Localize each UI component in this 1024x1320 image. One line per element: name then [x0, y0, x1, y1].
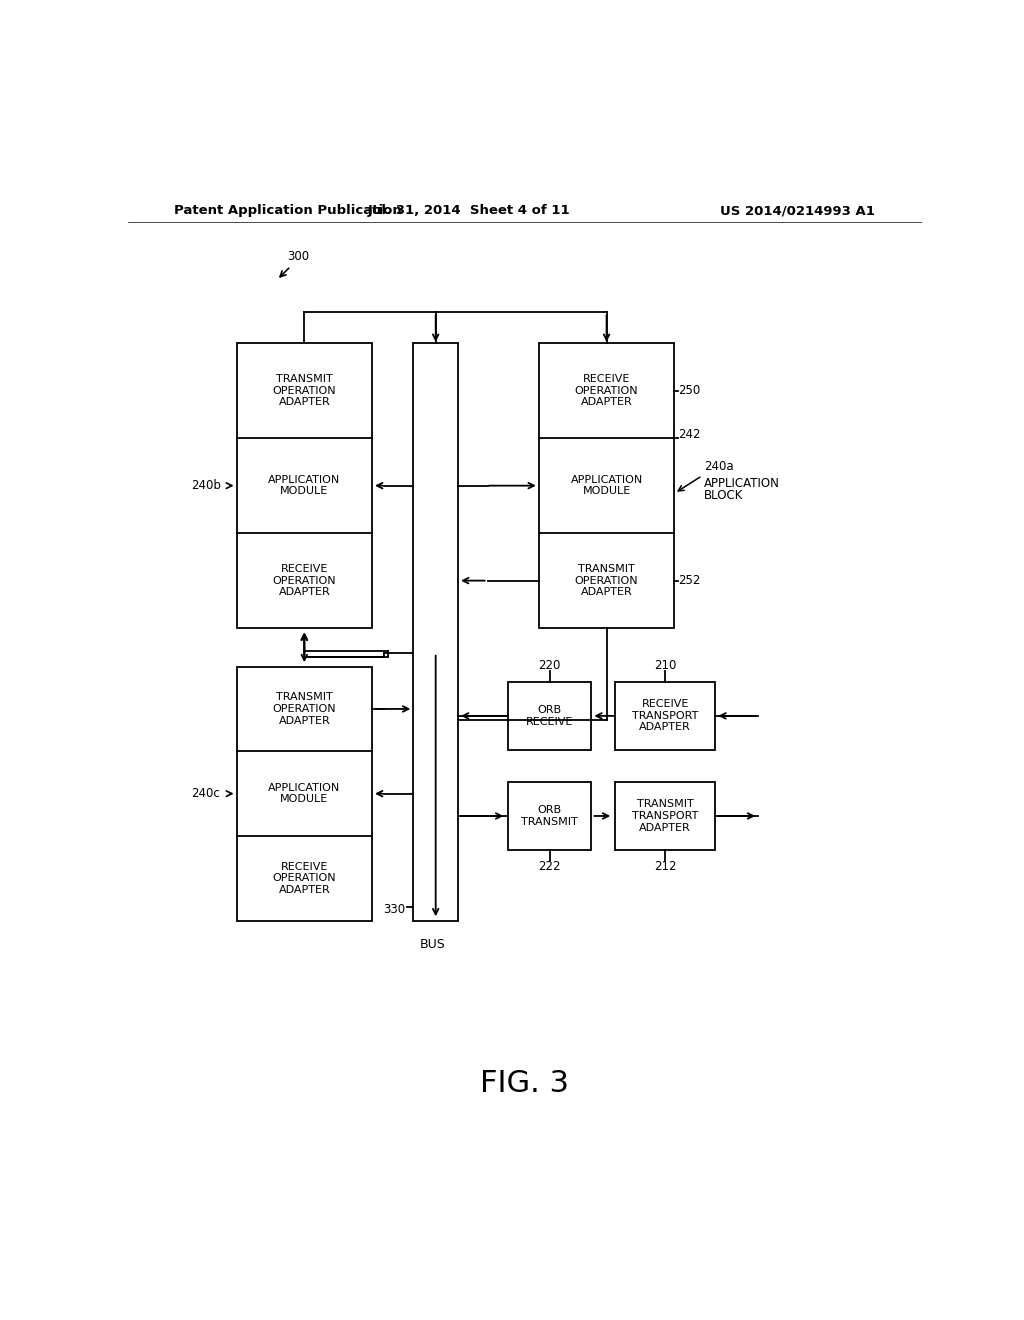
Bar: [237, 343, 372, 628]
Text: ORB
RECEIVE: ORB RECEIVE: [526, 705, 573, 727]
Bar: [237, 667, 372, 921]
Text: RECEIVE
OPERATION
ADAPTER: RECEIVE OPERATION ADAPTER: [272, 564, 336, 597]
Text: Jul. 31, 2014  Sheet 4 of 11: Jul. 31, 2014 Sheet 4 of 11: [368, 205, 570, 218]
Text: TRANSMIT
OPERATION
ADAPTER: TRANSMIT OPERATION ADAPTER: [272, 374, 336, 408]
Text: 240b: 240b: [191, 479, 221, 492]
Text: 300: 300: [287, 251, 309, 264]
Text: 222: 222: [539, 861, 561, 874]
Text: 240c: 240c: [191, 787, 220, 800]
Bar: [508, 682, 592, 750]
Text: APPLICATION: APPLICATION: [703, 477, 779, 490]
Text: 242: 242: [678, 428, 700, 441]
Text: ORB
TRANSMIT: ORB TRANSMIT: [521, 805, 578, 826]
Text: 212: 212: [654, 861, 676, 874]
Text: Patent Application Publication: Patent Application Publication: [174, 205, 402, 218]
Text: BLOCK: BLOCK: [703, 490, 743, 502]
Text: RECEIVE
OPERATION
ADAPTER: RECEIVE OPERATION ADAPTER: [574, 374, 638, 408]
Text: 240a: 240a: [703, 459, 733, 473]
Bar: [539, 343, 675, 628]
Text: BUS: BUS: [420, 937, 445, 950]
Text: RECEIVE
OPERATION
ADAPTER: RECEIVE OPERATION ADAPTER: [272, 862, 336, 895]
Text: TRANSMIT
TRANSPORT
ADAPTER: TRANSMIT TRANSPORT ADAPTER: [632, 800, 698, 833]
Text: TRANSMIT
OPERATION
ADAPTER: TRANSMIT OPERATION ADAPTER: [272, 693, 336, 726]
Text: 250: 250: [678, 384, 700, 397]
Text: 330: 330: [383, 903, 406, 916]
Text: FIG. 3: FIG. 3: [480, 1069, 569, 1098]
Bar: [508, 781, 592, 850]
Bar: [614, 682, 716, 750]
Text: 220: 220: [539, 659, 561, 672]
Text: APPLICATION
MODULE: APPLICATION MODULE: [268, 475, 340, 496]
Bar: [414, 343, 458, 921]
Text: 210: 210: [654, 659, 676, 672]
Text: 252: 252: [678, 574, 700, 587]
Text: APPLICATION
MODULE: APPLICATION MODULE: [268, 783, 340, 804]
Text: RECEIVE
TRANSPORT
ADAPTER: RECEIVE TRANSPORT ADAPTER: [632, 700, 698, 733]
Bar: [614, 781, 716, 850]
Text: TRANSMIT
OPERATION
ADAPTER: TRANSMIT OPERATION ADAPTER: [574, 564, 638, 597]
Text: APPLICATION
MODULE: APPLICATION MODULE: [570, 475, 643, 496]
Text: US 2014/0214993 A1: US 2014/0214993 A1: [720, 205, 876, 218]
